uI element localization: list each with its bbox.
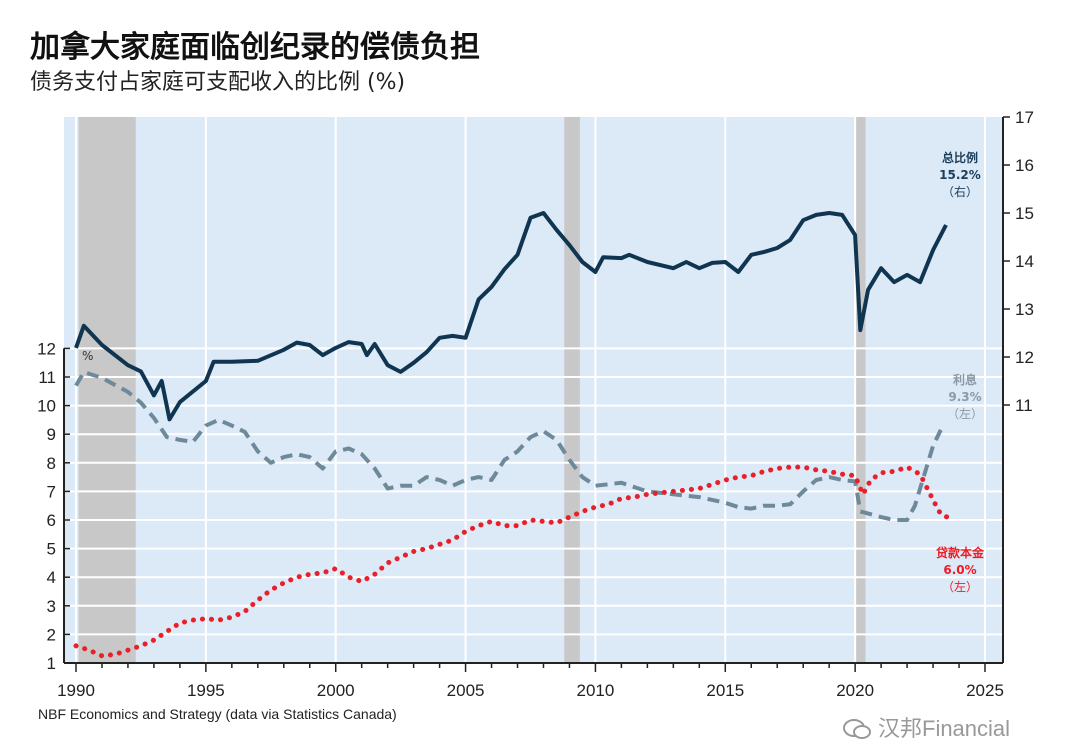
legend-total-value: 15.2%	[939, 168, 981, 182]
left-tick-label: 12	[37, 339, 56, 358]
watermark: 汉邦Financial	[842, 716, 1010, 742]
chart-title: 加拿大家庭面临创纪录的偿债负担	[30, 30, 480, 65]
series-line-principal	[73, 464, 957, 659]
x-tick-label: 2015	[706, 681, 744, 700]
left-tick-label: 8	[47, 454, 56, 473]
x-tick-label: 2005	[447, 681, 485, 700]
legend-total-side: （右）	[941, 185, 978, 199]
plot-background	[64, 117, 1003, 663]
x-tick-label: 2025	[966, 681, 1004, 700]
right-tick-label: 11	[1015, 396, 1033, 415]
recession-band	[855, 117, 866, 663]
x-tick-label: 2020	[836, 681, 874, 700]
legend-interest-name: 利息	[952, 373, 977, 387]
legend-principal-name: 贷款本金	[935, 546, 984, 560]
legend-principal: 贷款本金 6.0% （左）	[920, 545, 1000, 596]
chart-subtitle: 债务支付占家庭可支配收入的比例 (%)	[30, 70, 406, 95]
x-tick-label: 2000	[317, 681, 355, 700]
series-line-total	[74, 211, 948, 422]
right-tick-label: 14	[1015, 252, 1034, 271]
left-tick-label: 9	[47, 425, 56, 444]
wechat-icon	[843, 719, 871, 739]
left-tick-label: 5	[47, 540, 56, 559]
source-note: NBF Economics and Strategy (data via Sta…	[38, 706, 397, 722]
left-tick-label: 3	[47, 597, 56, 616]
legend-principal-side: （左）	[941, 580, 978, 594]
left-tick-label: 4	[47, 568, 56, 587]
watermark-text: 汉邦Financial	[878, 716, 1011, 741]
series-line-interest	[74, 370, 943, 522]
left-tick-label: 10	[37, 397, 56, 416]
right-tick-label: 16	[1015, 156, 1034, 175]
legend-total: 总比例 15.2% （右）	[920, 150, 1000, 201]
legend-interest: 利息 9.3% （左）	[925, 372, 1005, 423]
left-tick-label: 7	[47, 482, 56, 501]
right-tick-label: 15	[1015, 204, 1034, 223]
legend-interest-side: （左）	[946, 407, 983, 421]
left-tick-label: 1	[47, 654, 56, 673]
left-tick-label: 2	[47, 625, 56, 644]
x-tick-label: 1990	[57, 681, 95, 700]
right-tick-label: 17	[1015, 108, 1034, 127]
x-tick-label: 2010	[577, 681, 615, 700]
recession-band	[564, 117, 580, 663]
left-tick-label: 6	[47, 511, 56, 530]
legend-interest-value: 9.3%	[948, 390, 982, 404]
right-tick-label: 12	[1015, 348, 1034, 367]
right-tick-label: 13	[1015, 300, 1034, 319]
left-tick-label: 11	[38, 368, 56, 387]
left-axis-unit-label: %	[82, 349, 93, 363]
x-tick-label: 1995	[187, 681, 225, 700]
legend-principal-value: 6.0%	[943, 563, 977, 577]
legend-total-name: 总比例	[941, 151, 978, 165]
